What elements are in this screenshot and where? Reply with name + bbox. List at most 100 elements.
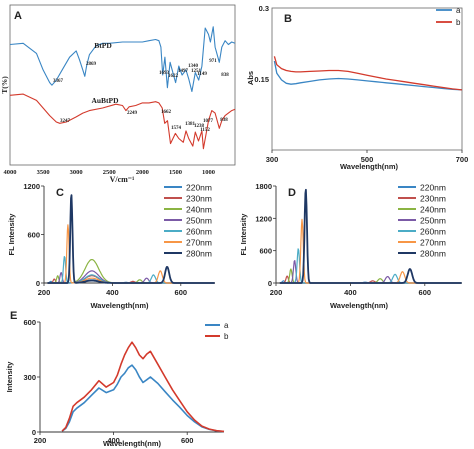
panel-c-series-230nm	[47, 275, 215, 284]
panel-d-ytick-label-2: 1200	[255, 214, 272, 223]
panel-d-ylabel: FL Intensity	[239, 213, 248, 256]
panel-a-frame	[9, 4, 236, 166]
panel-e-xtick-label-2: 600	[181, 436, 194, 445]
panel-d-letter: D	[288, 187, 296, 199]
panel-b-legend-label-a: a	[456, 6, 461, 15]
panel-d-legend-label-2: 240nm	[420, 205, 446, 215]
panel-d-legend-label-3: 250nm	[420, 216, 446, 226]
panel-d-series-240nm	[279, 268, 462, 284]
panel-c-ytick-label-2: 1200	[23, 182, 40, 191]
panel-c-legend-label-6: 280nm	[186, 249, 212, 259]
panel-a-peak-btpd-7: 1149	[197, 72, 207, 77]
panel-e-ylabel: Intensity	[5, 361, 14, 393]
panel-c-xlabel: Wavelength(nm)	[90, 301, 149, 310]
panel-d-xtick-label-2: 600	[419, 288, 432, 297]
panel-b-ytick-label-1: 0.3	[259, 4, 269, 13]
panel-d-xtick-label-0: 200	[270, 288, 283, 297]
panel-a-peak-btpd-4: 1497	[178, 69, 189, 74]
panel-b-legend-label-b: b	[456, 18, 461, 27]
panel-a-xtick-label-1: 3500	[37, 169, 50, 176]
panel-c-xtick-label-1: 400	[106, 288, 119, 297]
panel-d-series-230nm	[279, 275, 462, 284]
panel-c-letter: C	[56, 187, 64, 199]
panel-a-xtick-label-2: 3000	[70, 169, 83, 176]
panel-b-xlabel: Wavelength(nm)	[340, 162, 399, 171]
panel-a-peak-aubtpd-0: 3247	[60, 119, 71, 124]
panel-a-peak-btpd-3: 1622	[168, 74, 179, 79]
panel-d-series-250nm	[279, 260, 462, 284]
panel-d-legend-label-5: 270nm	[420, 238, 446, 248]
panel-a-peak-btpd-5: 1340	[188, 64, 199, 69]
panel-d-legend-label-1: 230nm	[420, 194, 446, 204]
panel-d-legend-label-0: 220nm	[420, 183, 446, 193]
panel-d-legend-label-4: 260nm	[420, 227, 446, 237]
panel-a-peak-aubtpd-7: 1152	[200, 128, 210, 133]
panel-e-letter: E	[10, 310, 17, 322]
panel-a-series-AuBtPD	[9, 93, 236, 150]
panel-c-series-280nm	[47, 194, 216, 284]
panel-e-ytick-label-2: 600	[23, 318, 36, 327]
panel-c-legend-label-0: 220nm	[186, 183, 212, 193]
panel-c-ylabel: FL Intensity	[7, 213, 16, 256]
panel-b-series-a	[273, 60, 463, 91]
panel-d-ytick-label-0: 0	[268, 279, 272, 288]
panel-e-legend-label-b: b	[224, 332, 229, 341]
panel-a-peak-btpd-6: 1251	[191, 69, 202, 74]
panel-c-legend-label-5: 270nm	[186, 238, 212, 248]
panel-a-peak-aubtpd-8: 838	[220, 118, 228, 123]
panel-b-letter: B	[284, 13, 292, 25]
panel-e-xtick-label-1: 400	[107, 436, 120, 445]
panel-a-xtick-label-4: 2000	[136, 169, 149, 176]
panel-c-series-250nm	[47, 270, 215, 284]
panel-a-peak-aubtpd-4: 1381	[185, 122, 196, 127]
panel-e-legend-label-a: a	[224, 321, 229, 330]
panel-a-peak-btpd-2: 1693	[159, 71, 170, 76]
panel-d-ytick-label-1: 600	[259, 247, 272, 256]
panel-a-series-label-btpd: BtPD	[94, 41, 112, 50]
panel-b-series-b	[273, 56, 463, 91]
panel-a-ylabel: T(%)	[0, 76, 9, 94]
panel-a-peak-aubtpd-1: 2249	[127, 111, 138, 116]
panel-b-xtick-label-1: 500	[361, 155, 374, 164]
panel-d-legend-label-6: 280nm	[420, 249, 446, 259]
panel-a-peak-btpd-9: 838	[221, 73, 229, 78]
panel-c-ytick-label-0: 0	[36, 279, 40, 288]
panel-a-xtick-label-3: 2500	[103, 169, 116, 176]
panel-c-legend-label-2: 240nm	[186, 205, 212, 215]
panel-d-ytick-label-3: 1800	[255, 182, 272, 191]
panel-e-xlabel: Wavelength(nm)	[103, 439, 162, 448]
panel-e-ytick-label-1: 300	[23, 373, 36, 382]
panel-d-xlabel: Wavelength(nm)	[330, 301, 389, 310]
panel-b-frame	[271, 7, 463, 151]
panel-b-xtick-label-2: 700	[456, 155, 469, 164]
panel-e-ytick-label-0: 0	[32, 428, 36, 437]
panel-a-xlabel: V/cm⁻¹	[110, 175, 135, 184]
panel-b-ytick-label-0: 0.15	[254, 75, 269, 84]
panel-c-legend-label-1: 230nm	[186, 194, 212, 204]
panel-a-xtick-label-5: 1500	[169, 169, 182, 176]
panel-d-xtick-label-1: 400	[344, 288, 357, 297]
panel-a-peak-aubtpd-5: 1238	[194, 124, 205, 129]
panel-a-letter: A	[14, 10, 22, 22]
panel-c-legend-label-3: 250nm	[186, 216, 212, 226]
panel-b-xtick-label-0: 300	[266, 155, 279, 164]
panel-a-peak-aubtpd-2: 1662	[161, 110, 172, 115]
panel-b-ylabel: Abs	[246, 71, 255, 85]
panel-c-legend-label-4: 260nm	[186, 227, 212, 237]
panel-c-xtick-label-0: 200	[38, 288, 51, 297]
panel-d-series-280nm	[279, 188, 463, 284]
panel-a-xtick-label-0: 4000	[4, 169, 17, 176]
panel-a-peak-aubtpd-6: 1077	[203, 119, 214, 124]
panel-a-xtick-label-6: 1000	[202, 169, 215, 176]
panel-c-ytick-label-1: 600	[27, 231, 40, 240]
panel-a-series-BtPD	[9, 26, 236, 93]
panel-e-xtick-label-0: 200	[34, 436, 47, 445]
panel-e-series-a	[61, 364, 225, 433]
panel-a-series-label-aubtpd: AuBtPD	[91, 96, 119, 105]
panel-e-series-b	[61, 341, 225, 433]
panel-c-xtick-label-2: 600	[175, 288, 188, 297]
panel-a-peak-btpd-0: 3367	[53, 79, 64, 84]
panel-a-peak-aubtpd-3: 1574	[171, 126, 182, 131]
panel-a-peak-btpd-8: 971	[209, 59, 217, 64]
